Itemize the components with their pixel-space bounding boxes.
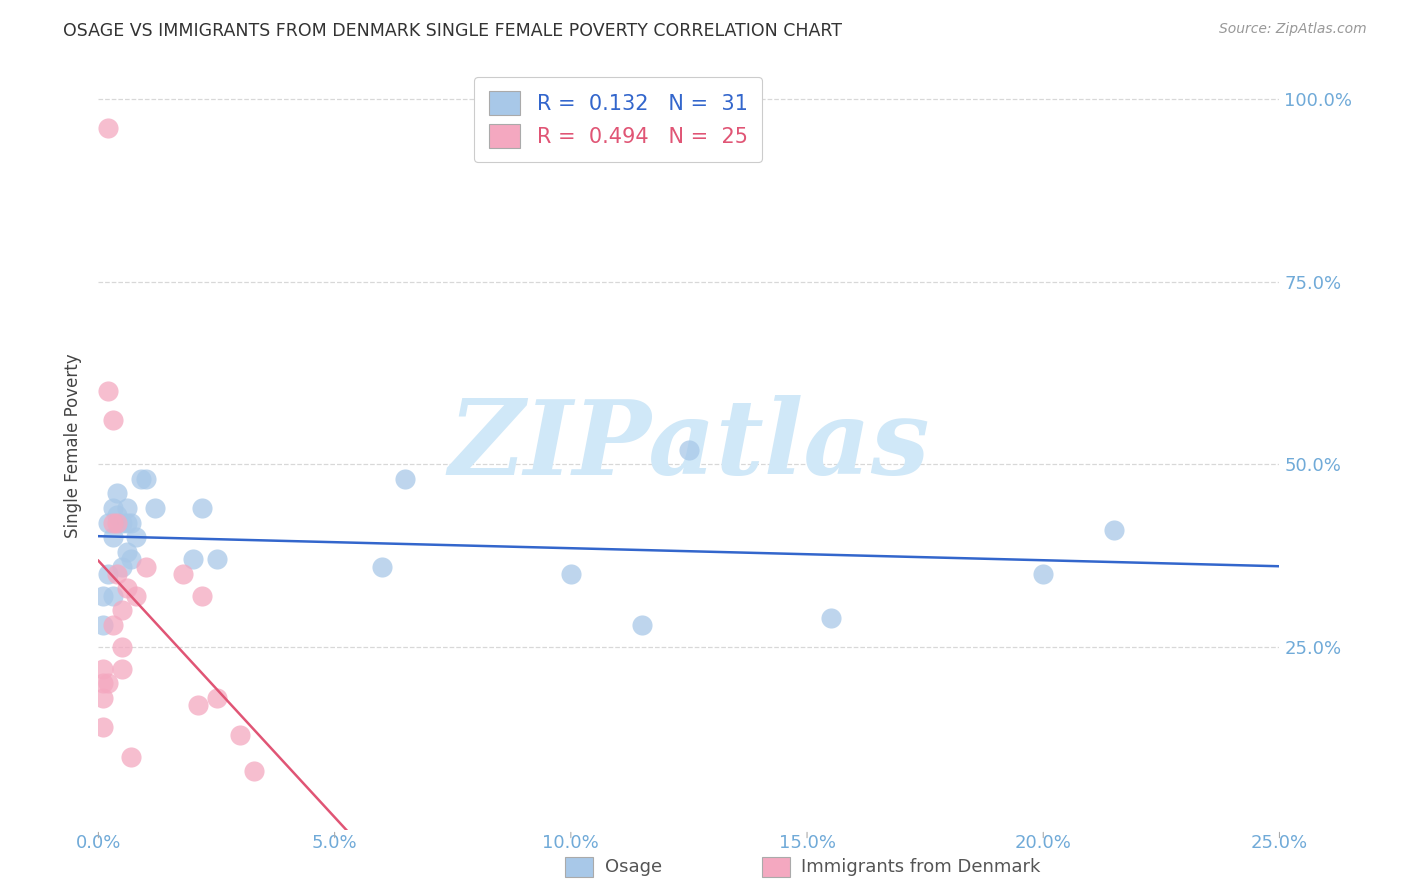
Point (105, 566, 128, 581)
Point (243, 764, 266, 778)
Text: Source: ZipAtlas.com: Source: ZipAtlas.com (1219, 22, 1367, 37)
Point (101, 413, 124, 427)
Point (115, 582, 138, 596)
Text: Immigrants from Denmark: Immigrants from Denmark (801, 858, 1040, 876)
Point (172, 566, 194, 581)
Point (121, 516, 143, 530)
Point (105, 486, 128, 500)
Point (111, 603, 134, 617)
Point (115, 516, 138, 530)
Text: Osage: Osage (605, 858, 662, 876)
Point (121, 552, 143, 566)
Point (125, 589, 148, 603)
Point (111, 559, 134, 574)
Point (91, 618, 114, 632)
Point (101, 618, 124, 632)
Y-axis label: Single Female Poverty: Single Female Poverty (63, 354, 82, 538)
Point (115, 545, 138, 559)
Point (97, 516, 120, 530)
Point (101, 589, 124, 603)
Point (205, 691, 228, 706)
Point (97, 121, 120, 136)
Point (135, 472, 157, 486)
Point (111, 662, 134, 676)
Point (135, 559, 157, 574)
Point (1102, 523, 1125, 537)
Point (191, 589, 214, 603)
Point (101, 516, 124, 530)
Point (1032, 566, 1054, 581)
Point (91, 720, 114, 734)
Point (394, 472, 416, 486)
Point (125, 530, 148, 544)
Point (111, 516, 134, 530)
Point (111, 640, 134, 654)
Point (115, 501, 138, 516)
Point (187, 698, 209, 713)
Point (101, 530, 124, 544)
Point (105, 516, 128, 530)
Point (630, 618, 652, 632)
Point (121, 749, 143, 764)
Point (91, 662, 114, 676)
Point (191, 501, 214, 516)
Point (229, 728, 252, 742)
Point (105, 508, 128, 523)
Point (371, 559, 394, 574)
Point (560, 566, 582, 581)
Point (143, 501, 166, 516)
Text: OSAGE VS IMMIGRANTS FROM DENMARK SINGLE FEMALE POVERTY CORRELATION CHART: OSAGE VS IMMIGRANTS FROM DENMARK SINGLE … (63, 22, 842, 40)
Point (678, 442, 700, 457)
Point (91, 589, 114, 603)
Legend: R =  0.132   N =  31, R =  0.494   N =  25: R = 0.132 N = 31, R = 0.494 N = 25 (474, 77, 762, 162)
Point (97, 676, 120, 690)
Point (91, 691, 114, 706)
Point (181, 552, 204, 566)
Point (101, 501, 124, 516)
Point (97, 566, 120, 581)
Text: ZIPatlas: ZIPatlas (449, 395, 929, 497)
Point (205, 552, 228, 566)
Point (91, 676, 114, 690)
Point (820, 610, 842, 624)
Point (129, 472, 152, 486)
Point (97, 384, 120, 399)
